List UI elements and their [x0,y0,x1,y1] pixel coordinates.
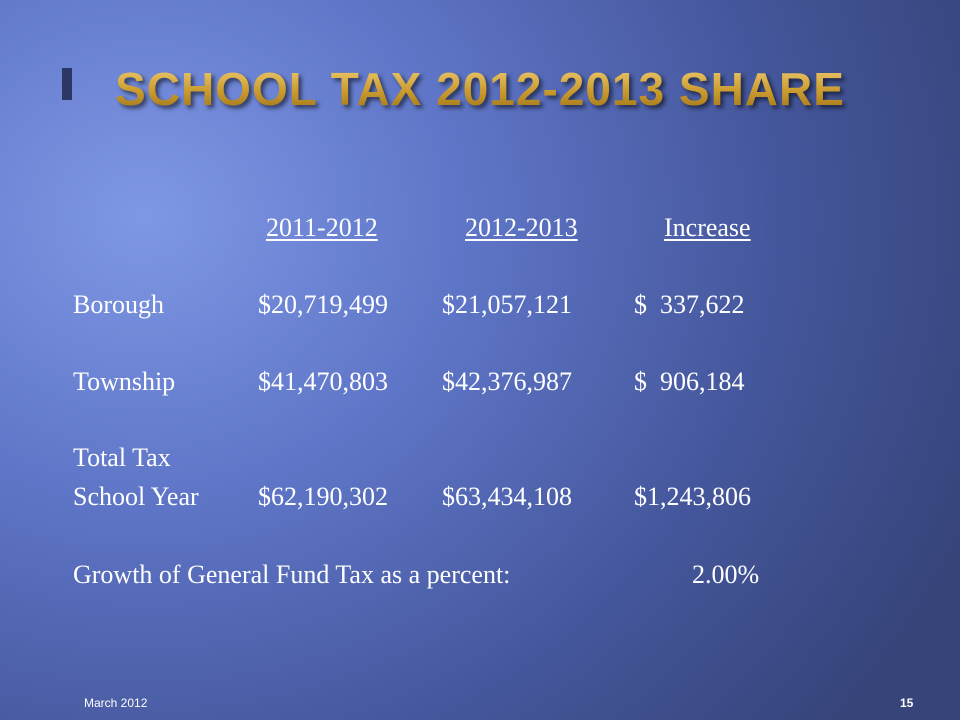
cell: $1,243,806 [634,482,751,511]
row-label: Borough [73,290,164,319]
row-label: Total Tax [73,443,171,472]
column-header: 2012-2013 [465,213,578,242]
column-header: 2011-2012 [266,213,378,242]
cell: $62,190,302 [258,482,388,511]
page-number: 15 [900,696,914,710]
cell: $21,057,121 [442,290,572,319]
row-label: Township [73,367,176,396]
cell: $63,434,108 [442,482,572,511]
footer-date: March 2012 [84,696,148,710]
cell: $20,719,499 [258,290,388,319]
decoration [62,68,72,100]
slide-title: SCHOOL TAX 2012-2013 SHARE [0,62,960,116]
growth-label: Growth of General Fund Tax as a percent: [73,560,511,589]
cell: $41,470,803 [258,367,388,396]
growth-value: 2.00% [692,560,760,589]
row-label: School Year [73,482,199,511]
column-header: Increase [664,213,751,242]
cell: $ 337,622 [634,290,745,319]
cell: $42,376,987 [442,367,572,396]
cell: $ 906,184 [634,367,745,396]
